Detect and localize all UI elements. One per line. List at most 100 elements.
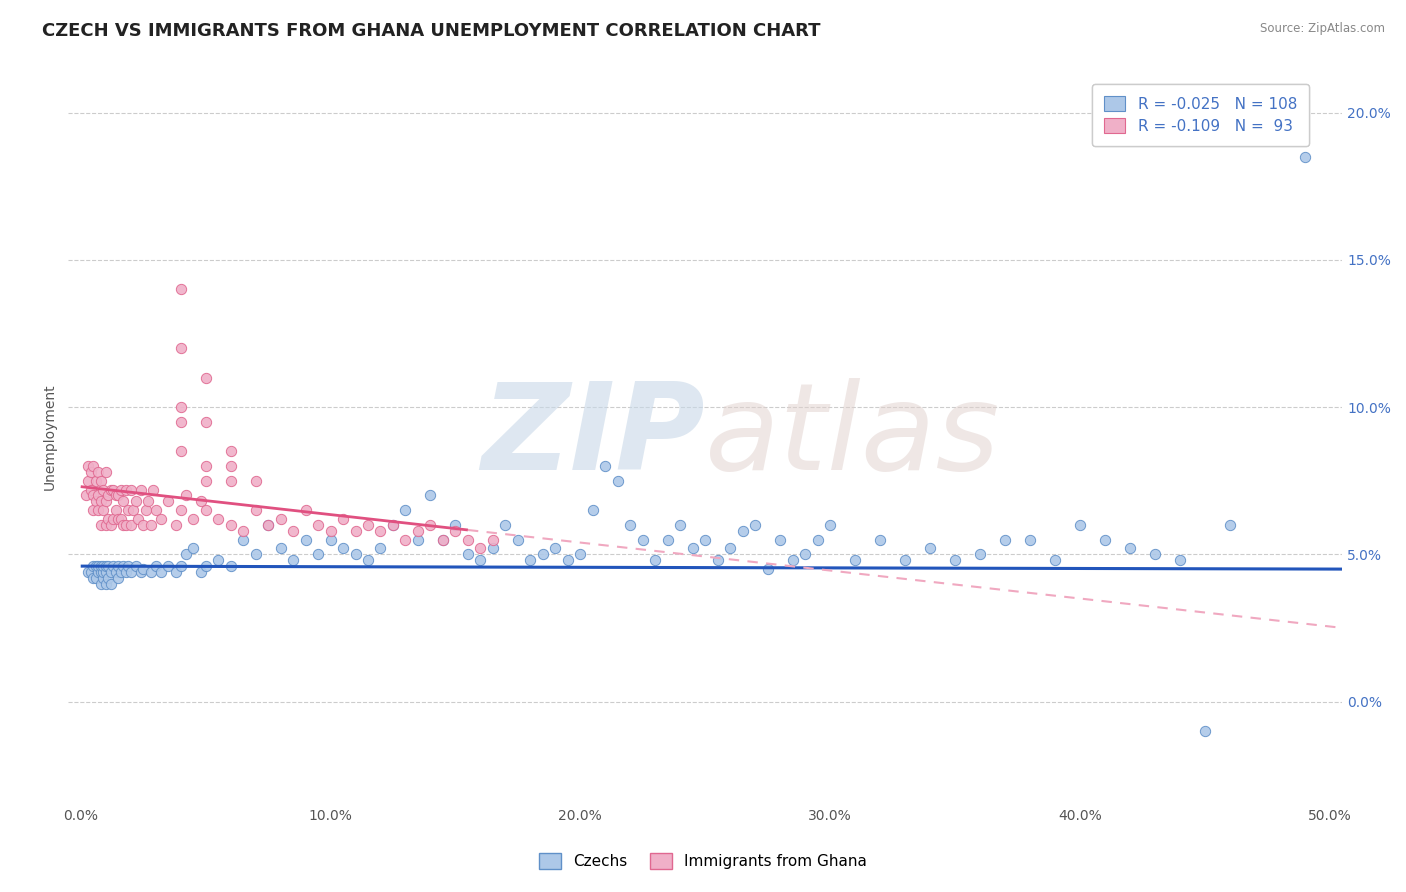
Point	[139, 565, 162, 579]
Point	[281, 524, 304, 538]
Point	[1194, 724, 1216, 739]
Point	[920, 541, 942, 556]
Point	[582, 503, 605, 517]
Point	[557, 553, 579, 567]
Point	[149, 512, 172, 526]
Point	[127, 512, 149, 526]
Point	[756, 562, 779, 576]
Point	[136, 494, 159, 508]
Point	[94, 565, 117, 579]
Point	[82, 488, 104, 502]
Point	[219, 517, 242, 532]
Point	[718, 541, 741, 556]
Point	[444, 517, 467, 532]
Point	[117, 559, 139, 574]
Point	[75, 488, 97, 502]
Point	[91, 559, 114, 574]
Point	[406, 533, 429, 547]
Point	[97, 512, 120, 526]
Point	[77, 458, 100, 473]
Point	[657, 533, 679, 547]
Point	[120, 483, 142, 497]
Point	[157, 494, 180, 508]
Point	[1043, 553, 1066, 567]
Point	[744, 517, 766, 532]
Point	[107, 488, 129, 502]
Point	[394, 503, 416, 517]
Point	[94, 465, 117, 479]
Point	[135, 503, 157, 517]
Point	[91, 571, 114, 585]
Point	[544, 541, 567, 556]
Point	[169, 444, 191, 458]
Point	[181, 512, 204, 526]
Point	[1019, 533, 1042, 547]
Point	[194, 559, 217, 574]
Point	[332, 541, 354, 556]
Point	[90, 576, 112, 591]
Point	[619, 517, 641, 532]
Point	[232, 524, 254, 538]
Point	[104, 503, 127, 517]
Point	[112, 559, 135, 574]
Point	[894, 553, 917, 567]
Point	[94, 517, 117, 532]
Point	[90, 494, 112, 508]
Point	[165, 517, 187, 532]
Point	[87, 488, 110, 502]
Point	[444, 524, 467, 538]
Point	[307, 517, 329, 532]
Point	[219, 559, 242, 574]
Point	[569, 547, 592, 561]
Point	[695, 533, 717, 547]
Point	[90, 517, 112, 532]
Point	[344, 547, 367, 561]
Point	[194, 474, 217, 488]
Point	[120, 565, 142, 579]
Point	[145, 503, 167, 517]
Point	[100, 565, 122, 579]
Point	[107, 512, 129, 526]
Point	[357, 517, 380, 532]
Point	[169, 503, 191, 517]
Point	[194, 370, 217, 384]
Point	[257, 517, 280, 532]
Point	[142, 483, 165, 497]
Point	[769, 533, 792, 547]
Point	[457, 533, 479, 547]
Legend: Czechs, Immigrants from Ghana: Czechs, Immigrants from Ghana	[533, 847, 873, 875]
Point	[174, 547, 197, 561]
Point	[307, 547, 329, 561]
Point	[117, 503, 139, 517]
Point	[219, 458, 242, 473]
Point	[782, 553, 804, 567]
Point	[120, 517, 142, 532]
Point	[419, 488, 441, 502]
Point	[169, 282, 191, 296]
Point	[506, 533, 529, 547]
Point	[294, 503, 316, 517]
Point	[943, 553, 966, 567]
Point	[270, 541, 292, 556]
Point	[519, 553, 541, 567]
Point	[97, 571, 120, 585]
Point	[1143, 547, 1166, 561]
Point	[80, 465, 103, 479]
Point	[319, 524, 342, 538]
Point	[107, 571, 129, 585]
Point	[174, 488, 197, 502]
Point	[1219, 517, 1241, 532]
Point	[114, 483, 136, 497]
Point	[706, 553, 728, 567]
Point	[87, 465, 110, 479]
Point	[994, 533, 1017, 547]
Point	[157, 559, 180, 574]
Legend: R = -0.025   N = 108, R = -0.109   N =  93: R = -0.025 N = 108, R = -0.109 N = 93	[1091, 84, 1309, 146]
Point	[125, 494, 148, 508]
Point	[84, 494, 107, 508]
Point	[129, 483, 152, 497]
Point	[100, 576, 122, 591]
Point	[669, 517, 692, 532]
Point	[82, 503, 104, 517]
Point	[132, 562, 155, 576]
